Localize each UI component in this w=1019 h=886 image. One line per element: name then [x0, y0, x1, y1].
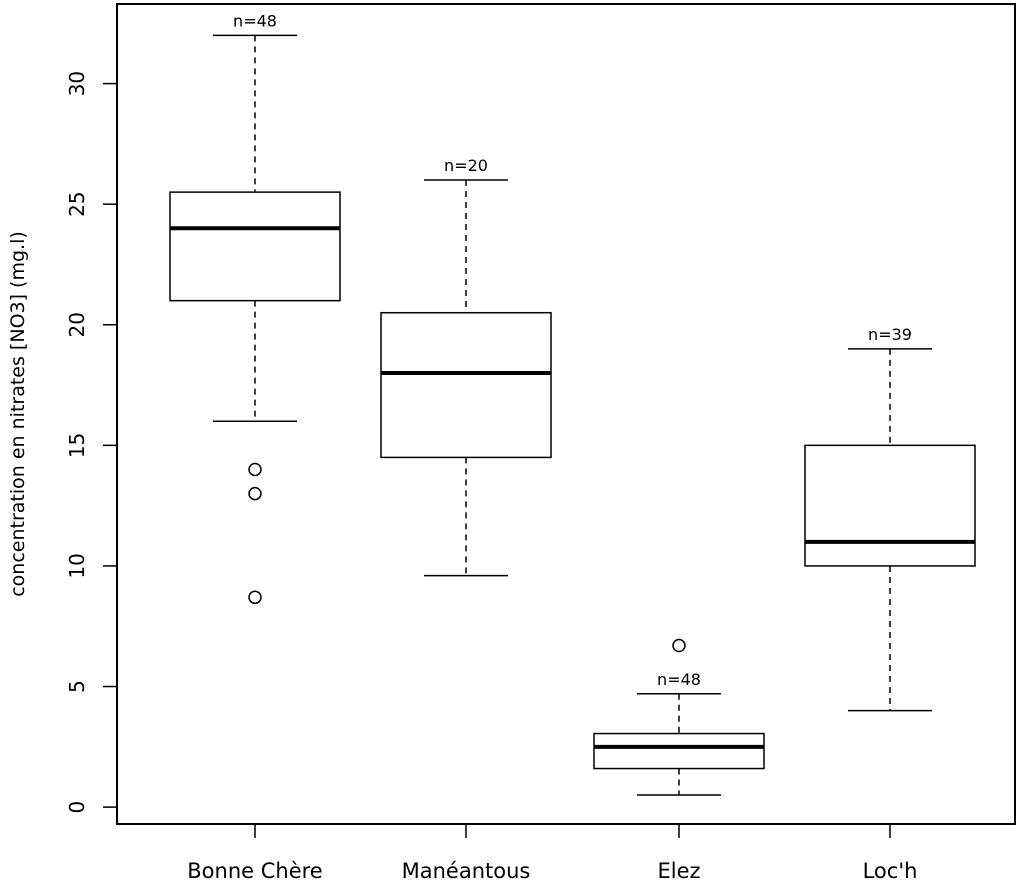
- y-tick-label: 5: [65, 680, 89, 693]
- x-tick-label: Bonne Chère: [187, 859, 322, 883]
- iqr-box: [380, 311, 552, 459]
- x-axis: Bonne Chère Manéantous Elez Loc'h: [187, 824, 917, 883]
- x-tick-label: Manéantous: [402, 859, 531, 883]
- outlier-point: [672, 638, 686, 653]
- x-tick-label: Loc'h: [863, 859, 918, 883]
- x-tick-label: Elez: [657, 859, 700, 883]
- n-label: n=39: [868, 325, 912, 344]
- plot-frame: [116, 3, 1016, 825]
- iqr-box: [169, 191, 341, 302]
- y-axis-label: concentration en nitrates [NO3] (mg.l): [7, 231, 29, 597]
- y-tick-label: 15: [65, 433, 89, 458]
- box-group: n=20: [380, 156, 552, 577]
- y-tick-label: 30: [65, 71, 89, 96]
- iqr-box: [804, 444, 976, 567]
- y-tick-label: 10: [65, 553, 89, 578]
- y-tick-label: 25: [65, 191, 89, 216]
- y-tick-label: 0: [65, 801, 89, 814]
- box-group: n=48: [169, 11, 341, 605]
- outlier-point: [248, 462, 262, 477]
- boxes-layer: n=48 n=20 n=48 n=39: [169, 11, 976, 796]
- y-tick-label: 20: [65, 312, 89, 337]
- outlier-point: [248, 486, 262, 501]
- iqr-box: [593, 732, 765, 770]
- box-group: n=39: [804, 325, 976, 712]
- n-label: n=48: [233, 11, 277, 30]
- n-label: n=20: [444, 156, 488, 175]
- box-group: n=48: [593, 638, 765, 796]
- y-axis: 0 5 10 15 20 25 30: [65, 71, 117, 814]
- outlier-point: [248, 590, 262, 605]
- n-label: n=48: [657, 670, 701, 689]
